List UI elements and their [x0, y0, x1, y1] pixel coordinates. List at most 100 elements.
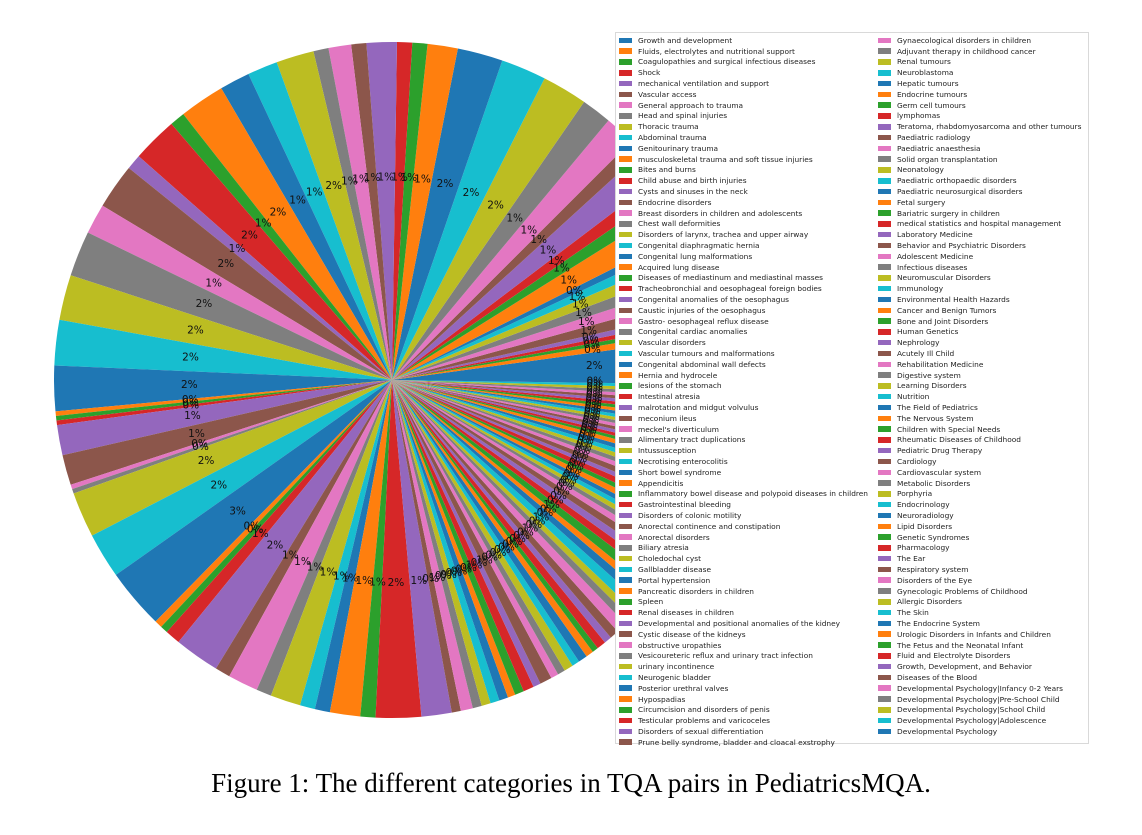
legend-item: medical statistics and hospital manageme… [878, 219, 1081, 230]
legend-swatch [878, 242, 891, 249]
pie-slice [392, 380, 667, 585]
slice-percentage-label: 1% [188, 428, 205, 440]
legend-item: Disorders of larynx, trachea and upper a… [619, 229, 868, 240]
legend-swatch [619, 609, 632, 616]
legend-label: medical statistics and hospital manageme… [897, 219, 1062, 229]
legend-label: Learning Disorders [897, 381, 967, 391]
legend-item: Neonatology [878, 165, 1081, 176]
legend-label: Immunology [897, 284, 944, 294]
legend-label: Developmental Psychology|School Child [897, 705, 1046, 715]
pie-slice [155, 380, 392, 627]
legend-label: Anorectal disorders [638, 532, 710, 542]
legend-label: Bariatric surgery in children [897, 208, 1000, 218]
slice-percentage-label: 0% [569, 457, 586, 469]
legend-label: Developmental Psychology|Adolescence [897, 716, 1047, 726]
legend-item: Digestive system [878, 370, 1081, 381]
legend-label: Genitourinary trauma [638, 143, 719, 153]
slice-percentage-label: 1% [307, 562, 324, 574]
legend-label: Diseases of mediastinum and mediastinal … [638, 273, 823, 283]
pie-slice [392, 380, 685, 556]
pie-slice [392, 141, 642, 380]
legend-item: Hernia and hydrocele [619, 370, 868, 381]
pie-slice [73, 380, 392, 536]
legend-label: Choledochal cyst [638, 554, 702, 564]
legend-swatch [878, 653, 891, 659]
legend-swatch [878, 113, 891, 119]
pie-slice [392, 380, 611, 643]
legend-label: Renal diseases in children [638, 608, 734, 618]
legend-swatch [619, 285, 632, 292]
legend-item: Adjuvant therapy in childhood cancer [878, 46, 1081, 57]
legend-swatch [878, 523, 891, 529]
legend-swatch [878, 102, 891, 108]
legend-item: Neuroblastoma [878, 67, 1081, 78]
legend-swatch [878, 70, 891, 76]
legend-swatch [619, 167, 632, 173]
legend-item: Endocrine tumours [878, 89, 1081, 100]
legend-swatch [619, 631, 632, 637]
slice-percentage-label: 1% [306, 187, 323, 199]
legend-item: Developmental Psychology|School Child [878, 704, 1081, 715]
legend-swatch [619, 134, 632, 141]
legend-label: Portal hypertension [638, 575, 711, 585]
legend-label: Congenital lung malformations [638, 251, 753, 261]
legend-label: Growth and development [638, 35, 733, 45]
legend-swatch [878, 231, 891, 238]
legend-item: Gastro- oesophageal reflux disease [619, 316, 868, 327]
legend-item: Vesicoureteric reflux and urinary tract … [619, 650, 868, 661]
legend-swatch [619, 555, 632, 562]
slice-percentage-label: 0% [182, 400, 199, 412]
pie-slice [128, 156, 393, 380]
slice-percentage-label: 1% [282, 550, 299, 562]
slice-percentage-label: 0% [494, 544, 511, 556]
pie-slice [392, 43, 458, 380]
slice-percentage-label: 1% [476, 555, 493, 567]
legend-label: Acquired lung disease [638, 262, 720, 272]
pie-slice [53, 365, 393, 412]
legend-swatch [619, 296, 632, 303]
legend-item: Behavior and Psychiatric Disorders [878, 240, 1081, 251]
legend-label: Developmental Psychology [897, 726, 998, 736]
pie-slice [392, 380, 580, 666]
slice-percentage-label: 1% [320, 566, 337, 578]
legend-swatch [878, 512, 891, 519]
pie-slice [392, 380, 678, 570]
legend-label: Cysts and sinuses in the neck [638, 187, 748, 197]
slice-percentage-label: 1% [540, 244, 557, 256]
legend-item: Developmental Psychology [878, 726, 1081, 737]
legend-label: Adolescent Medicine [897, 251, 974, 261]
legend-swatch [878, 221, 891, 227]
legend-label: Head and spinal injuries [638, 111, 728, 121]
legend-label: Vascular disorders [638, 338, 706, 348]
legend-label: Urologic Disorders in Infants and Childr… [897, 629, 1051, 639]
slice-percentage-label: 0% [584, 344, 601, 356]
legend-label: Disorders of larynx, trachea and upper a… [638, 230, 809, 240]
legend-label: The Ear [897, 554, 926, 564]
legend-swatch [878, 447, 891, 454]
legend-swatch [619, 491, 632, 497]
legend-item: meconium ileus [619, 413, 868, 424]
legend-label: obstructive uropathies [638, 640, 722, 650]
legend-item: Alimentary tract duplications [619, 434, 868, 445]
legend-swatch [878, 404, 891, 411]
legend-item: Fluid and Electrolyte Disorders [878, 650, 1081, 661]
legend-label: Fetal surgery [897, 197, 946, 207]
pie-slice [313, 48, 392, 380]
legend-swatch [619, 588, 632, 594]
legend-swatch [619, 545, 632, 551]
pie-slice [72, 380, 393, 494]
slice-percentage-label: 0% [586, 392, 603, 404]
legend-swatch [619, 393, 632, 400]
legend-item: Environmental Health Hazards [878, 294, 1081, 305]
legend-item: Urologic Disorders in Infants and Childr… [878, 629, 1081, 640]
legend-label: Behavior and Psychiatric Disorders [897, 241, 1026, 251]
legend-swatch [878, 48, 891, 54]
slice-percentage-label: 0% [577, 435, 594, 447]
legend-swatch [878, 566, 891, 573]
slice-percentage-label: 0% [558, 478, 575, 490]
slice-percentage-label: 0% [182, 397, 199, 409]
legend-swatch [878, 210, 891, 216]
legend-label: Gallbladder disease [638, 564, 712, 574]
legend-label: Testicular problems and varicoceles [638, 716, 770, 726]
legend-swatch [878, 361, 891, 368]
